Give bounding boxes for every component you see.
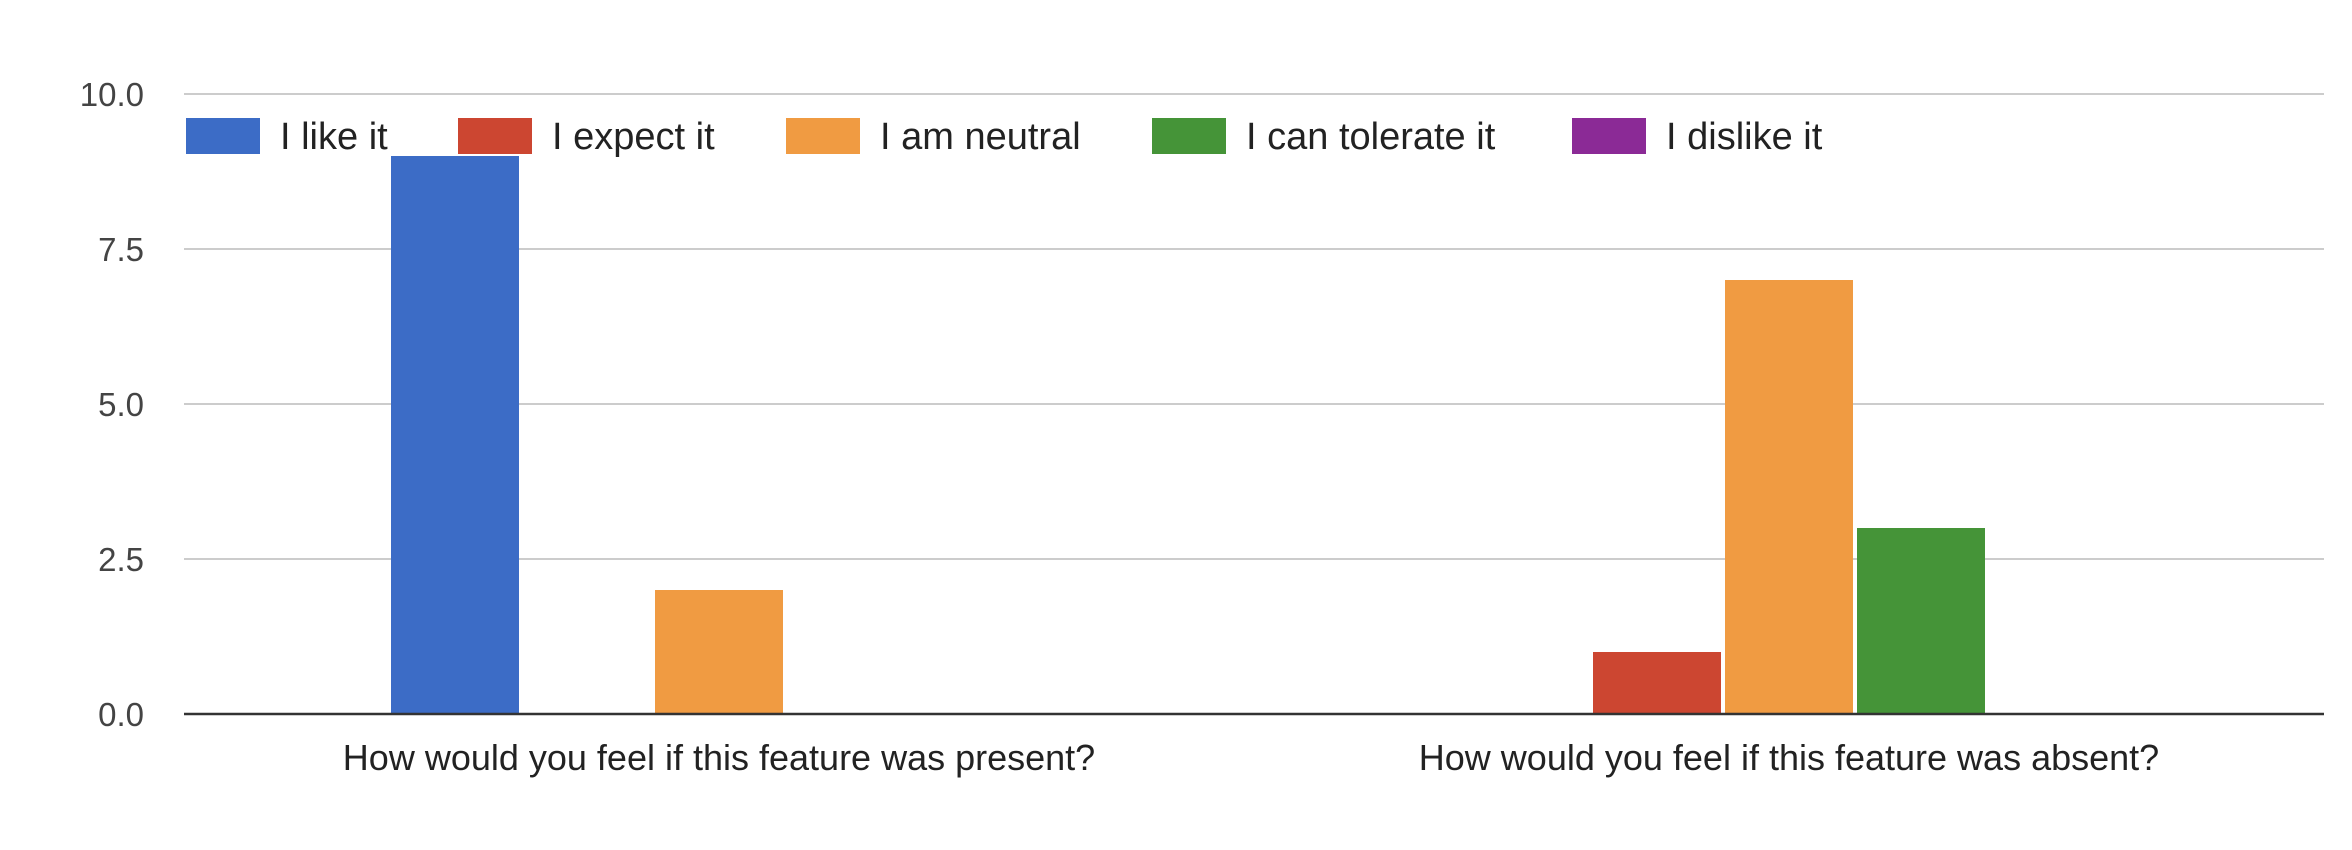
legend-label: I am neutral bbox=[880, 116, 1081, 158]
legend-label: I expect it bbox=[552, 116, 715, 158]
legend: I like it I expect it I am neutral I can to… bbox=[186, 116, 1823, 158]
legend-swatch bbox=[786, 118, 860, 154]
x-category-label: How would you feel if this feature was a… bbox=[1419, 737, 2159, 778]
x-category-label: How would you feel if this feature was p… bbox=[343, 737, 1095, 778]
bar-i-am-neutral bbox=[1725, 280, 1853, 714]
bar-i-can-tolerate-it bbox=[1857, 528, 1985, 714]
bar-i-like-it bbox=[391, 156, 519, 714]
y-tick-label: 2.5 bbox=[98, 541, 144, 578]
bars bbox=[391, 156, 1985, 714]
y-tick-label: 7.5 bbox=[98, 231, 144, 268]
axes: 0.0 2.5 5.0 7.5 10.0 How would you feel if th… bbox=[80, 76, 2324, 778]
bar-i-expect-it bbox=[1593, 652, 1721, 714]
legend-label: I dislike it bbox=[1666, 116, 1823, 158]
bar-i-am-neutral bbox=[655, 590, 783, 714]
y-tick-label: 10.0 bbox=[80, 76, 144, 113]
y-tick-label: 0.0 bbox=[98, 696, 144, 733]
legend-swatch bbox=[458, 118, 532, 154]
y-tick-label: 5.0 bbox=[98, 386, 144, 423]
legend-swatch bbox=[186, 118, 260, 154]
legend-swatch bbox=[1152, 118, 1226, 154]
legend-label: I like it bbox=[280, 116, 388, 158]
legend-swatch bbox=[1572, 118, 1646, 154]
legend-label: I can tolerate it bbox=[1246, 116, 1496, 158]
